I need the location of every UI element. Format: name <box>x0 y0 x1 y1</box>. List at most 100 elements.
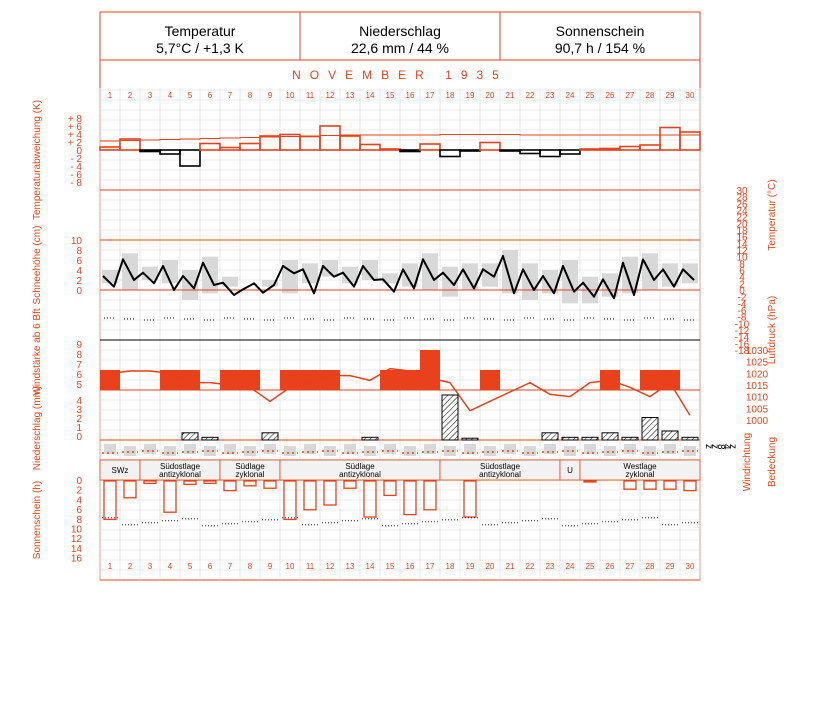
wind-bar <box>300 370 320 390</box>
wind-bar <box>420 350 440 390</box>
temp-range-band <box>342 266 358 284</box>
sun-tick: 8 <box>76 515 82 526</box>
temp-dev-bar <box>679 131 701 151</box>
precip-tick: 2 <box>76 414 82 425</box>
temp-dev-bar <box>259 135 281 151</box>
day-label: 21 <box>506 91 515 100</box>
temp-dev-bar <box>239 142 261 151</box>
cloud-cover-mark <box>264 444 276 454</box>
sun-tick: 10 <box>71 525 83 536</box>
temp-range-band <box>282 260 298 294</box>
cloud-cover-mark <box>604 446 616 456</box>
day-label: 5 <box>188 562 193 571</box>
axis-labels: Temperaturabweichung (K) Schneehöhe (cm) W… <box>32 100 778 559</box>
wind-bar <box>380 370 400 390</box>
temperature-tick: 2 <box>739 279 745 290</box>
temp-range-band <box>502 250 518 294</box>
cloud-cover-mark <box>644 446 656 456</box>
day-label: 7 <box>228 562 233 571</box>
precip-bar <box>621 436 639 441</box>
temp-range-band <box>362 260 378 280</box>
temp-dev-bar <box>159 149 181 155</box>
cloud-tick: 8 <box>715 444 726 450</box>
sunshine-bar <box>183 480 197 486</box>
wind-bar <box>400 370 420 390</box>
cloud-cover-mark <box>484 446 496 456</box>
precip-bar <box>361 436 379 441</box>
day-label: 3 <box>148 91 153 100</box>
temp-dev-bar <box>659 126 681 151</box>
precip-bar <box>541 432 559 441</box>
sun-axis-label: Sonnenschein (h) <box>32 481 43 559</box>
temperature-tick: -6 <box>738 306 747 317</box>
precip-bar <box>181 432 199 441</box>
temperature-tick: 24 <box>736 206 748 217</box>
cloud-cover-mark <box>624 444 636 454</box>
temp-range-band <box>462 263 478 290</box>
wind-tick: 8 <box>76 350 82 361</box>
temp-dev-tick: + 2 <box>68 138 83 149</box>
day-label: 8 <box>248 91 253 100</box>
cloud-cover-mark <box>364 446 376 456</box>
sunshine-bar <box>203 480 217 485</box>
temp-dev-tick: + 6 <box>68 122 83 133</box>
day-label: 18 <box>446 91 455 100</box>
temperature-tick: 12 <box>736 246 748 257</box>
day-label: 19 <box>466 562 475 571</box>
temp-dev-bar <box>379 148 401 151</box>
sun-tick: 12 <box>71 534 83 545</box>
day-label: 20 <box>486 562 495 571</box>
temp-dev-bar <box>419 143 441 151</box>
precip-bar <box>641 417 659 441</box>
day-label: 24 <box>566 562 575 571</box>
temperature-tick: 20 <box>736 219 748 230</box>
cloud-cover-mark <box>444 446 456 456</box>
temperature-tick: -14 <box>735 333 750 344</box>
day-label: 25 <box>586 91 595 100</box>
cloud-cover-mark <box>344 444 356 454</box>
snow-tick: 2 <box>76 276 82 287</box>
temp-dev-bar <box>619 145 641 151</box>
sun-tick: 6 <box>76 505 82 516</box>
cloud-cover-mark <box>504 444 516 454</box>
wind-bar <box>640 370 660 390</box>
day-label: 22 <box>526 91 535 100</box>
day-label: 2 <box>128 91 133 100</box>
cloud-cover-mark <box>524 446 536 456</box>
cloud-cover-mark <box>104 444 116 454</box>
day-label: 9 <box>268 91 273 100</box>
wind-bar <box>280 370 300 390</box>
cloud-cover-mark <box>124 446 136 456</box>
day-label: 28 <box>646 91 655 100</box>
temp-dev-bar <box>339 135 361 151</box>
sunshine-bar <box>343 480 357 489</box>
sunshine-bar <box>263 480 277 489</box>
weather-regime-label: Südostlage <box>160 462 201 471</box>
cloud-cover-mark <box>564 446 576 456</box>
cloud-cover-mark <box>144 444 156 454</box>
temperature-tick: 10 <box>736 253 748 264</box>
day-label: 16 <box>406 91 415 100</box>
day-label: 8 <box>248 562 253 571</box>
precip-tick: 3 <box>76 405 82 416</box>
cloud-cover-mark <box>324 446 336 456</box>
temp-range-band <box>262 280 278 287</box>
day-label: 1 <box>108 562 113 571</box>
sunshine-bar <box>123 480 137 499</box>
day-label: 4 <box>168 562 173 571</box>
wind-bar <box>480 370 500 390</box>
wind-tick: 7 <box>76 360 82 371</box>
weather-regime-box <box>579 459 701 481</box>
cloud-axis-label: Bedeckung <box>767 437 778 487</box>
sunshine-bar <box>283 480 297 521</box>
temperature-tick: 16 <box>736 233 748 244</box>
day-label: 21 <box>506 562 515 571</box>
weather-regime-label: U <box>567 466 573 475</box>
temperature-title: Temperatur <box>165 23 236 39</box>
day-label: 18 <box>446 562 455 571</box>
sunshine-value: 90,7 h / 154 % <box>555 40 645 56</box>
cloud-tick: z <box>709 444 720 449</box>
cloud-cover-mark <box>384 444 396 454</box>
pressure-tick: 1010 <box>746 393 769 404</box>
month-title: NOVEMBER 1935 <box>292 68 508 82</box>
